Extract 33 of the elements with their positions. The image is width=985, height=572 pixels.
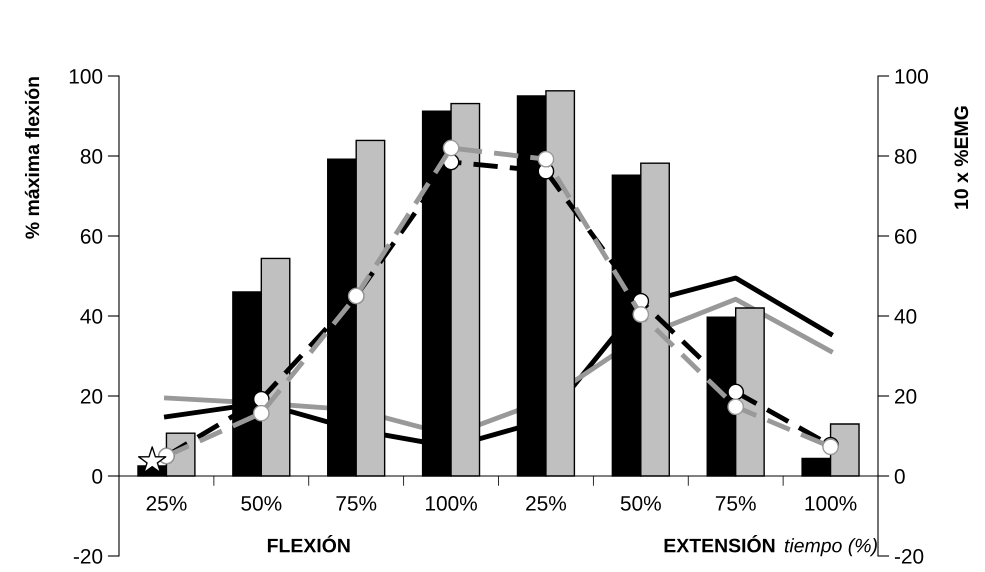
y2-tick-label: 60 [895, 229, 916, 244]
x-tick-label: 100% [806, 496, 856, 511]
x-tick-label: 75% [716, 496, 756, 511]
y2-axis-title: 10 x %EMG [954, 106, 968, 209]
point [727, 398, 744, 416]
x-tick-label: 25% [526, 496, 566, 511]
y-tick-label: 20 [80, 389, 102, 404]
y-tick-label: 80 [80, 149, 102, 164]
point [442, 140, 460, 156]
y2-tick-label: 100 [896, 69, 928, 84]
y-tick-label: 40 [80, 309, 102, 324]
x-tick-label: 75% [336, 496, 376, 511]
x-tick-label: 100% [426, 496, 477, 511]
point [252, 404, 270, 422]
y2-tick-label: 80 [894, 149, 916, 164]
x-tick-label: 50% [620, 496, 661, 511]
y-tick-label: 0 [92, 469, 102, 484]
y2-tick-label: -20 [894, 549, 924, 564]
point [727, 384, 744, 400]
y2-tick-label: 0 [894, 469, 905, 484]
point [632, 306, 650, 323]
annotation: EXTENSIÓN [664, 534, 774, 552]
x-tick-label: 25% [146, 496, 187, 511]
y2-tick-label: 40 [894, 309, 916, 324]
y-tick-label: 100 [70, 69, 102, 84]
y-tick-label: 60 [80, 229, 102, 244]
point [538, 150, 554, 168]
annotation: FLEXIÓN [268, 534, 350, 552]
x-axis-title: tiempo (%) [784, 538, 877, 556]
y-axis-title: % máxima flexión [24, 77, 40, 239]
y-tick-label: -20 [74, 549, 102, 564]
y2-tick-label: 20 [895, 389, 916, 404]
x-tick-label: 50% [241, 496, 282, 511]
